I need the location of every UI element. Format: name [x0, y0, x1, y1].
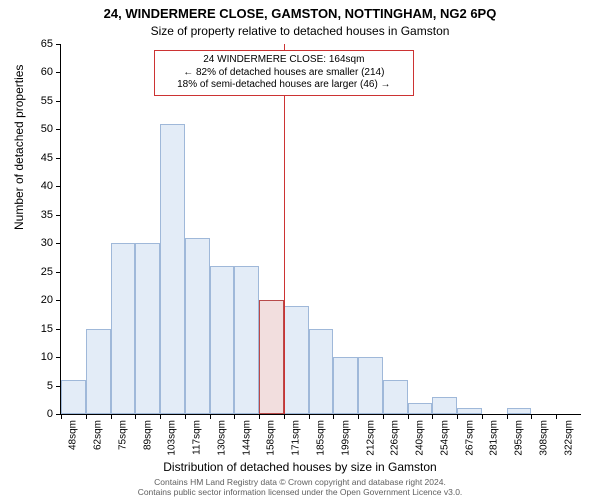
x-tick-label: 48sqm: [68, 420, 79, 450]
histogram-bar: [234, 266, 259, 414]
y-tick: [56, 243, 61, 244]
y-tick: [56, 158, 61, 159]
page-root: 24, WINDERMERE CLOSE, GAMSTON, NOTTINGHA…: [0, 0, 600, 500]
x-tick-label: 254sqm: [439, 420, 450, 456]
histogram-bar: [185, 238, 210, 414]
title-sub: Size of property relative to detached ho…: [0, 24, 600, 38]
x-tick: [234, 414, 235, 419]
histogram-bar: [408, 403, 433, 414]
plot-area: 0510152025303540455055606548sqm62sqm75sq…: [60, 44, 581, 415]
histogram-bar: [61, 380, 86, 414]
y-tick-label: 35: [41, 209, 53, 221]
x-tick-label: 322sqm: [563, 420, 574, 456]
histogram-bar: [210, 266, 235, 414]
histogram-bar: [358, 357, 383, 414]
y-tick: [56, 44, 61, 45]
y-tick: [56, 72, 61, 73]
y-tick-label: 5: [47, 380, 53, 392]
x-tick: [383, 414, 384, 419]
y-tick-label: 20: [41, 294, 53, 306]
histogram-bar: [309, 329, 334, 414]
x-tick: [432, 414, 433, 419]
histogram-bar: [135, 243, 160, 414]
x-tick: [160, 414, 161, 419]
x-tick-label: 117sqm: [192, 420, 203, 455]
x-axis-label: Distribution of detached houses by size …: [0, 460, 600, 474]
y-tick: [56, 357, 61, 358]
x-tick: [358, 414, 359, 419]
x-tick: [86, 414, 87, 419]
x-tick: [531, 414, 532, 419]
y-tick-label: 0: [47, 408, 53, 420]
x-tick-label: 89sqm: [142, 420, 153, 450]
marker-line: [284, 44, 285, 414]
x-tick: [259, 414, 260, 419]
x-tick-label: 295sqm: [514, 420, 525, 456]
x-tick-label: 281sqm: [489, 420, 500, 456]
y-tick: [56, 129, 61, 130]
x-tick: [284, 414, 285, 419]
histogram-bar: [457, 408, 482, 414]
x-tick: [111, 414, 112, 419]
title-main: 24, WINDERMERE CLOSE, GAMSTON, NOTTINGHA…: [0, 6, 600, 21]
y-tick-label: 30: [41, 237, 53, 249]
x-tick: [61, 414, 62, 419]
y-tick-label: 65: [41, 38, 53, 50]
y-tick-label: 45: [41, 152, 53, 164]
x-tick-label: 240sqm: [415, 420, 426, 456]
x-tick: [185, 414, 186, 419]
x-tick-label: 75sqm: [117, 420, 128, 450]
footer-line-2: Contains public sector information licen…: [0, 488, 600, 498]
histogram-bar-highlight: [259, 300, 284, 414]
x-tick: [135, 414, 136, 419]
x-tick: [408, 414, 409, 419]
histogram-bar: [111, 243, 136, 414]
y-tick-label: 15: [41, 323, 53, 335]
annotation-box: 24 WINDERMERE CLOSE: 164sqm ← 82% of det…: [154, 50, 414, 96]
x-tick-label: 158sqm: [266, 420, 277, 456]
x-tick: [210, 414, 211, 419]
x-tick-label: 171sqm: [291, 420, 302, 456]
histogram-bar: [86, 329, 111, 414]
y-tick-label: 10: [41, 351, 53, 363]
histogram-bar: [507, 408, 532, 414]
x-tick-label: 308sqm: [538, 420, 549, 456]
x-tick-label: 103sqm: [167, 420, 178, 456]
x-tick: [507, 414, 508, 419]
x-tick-label: 144sqm: [241, 420, 252, 456]
x-tick-label: 185sqm: [316, 420, 327, 456]
y-tick: [56, 272, 61, 273]
y-tick: [56, 101, 61, 102]
x-tick-label: 62sqm: [93, 420, 104, 450]
annotation-line-1: 24 WINDERMERE CLOSE: 164sqm: [161, 54, 407, 67]
annotation-line-2: ← 82% of detached houses are smaller (21…: [161, 67, 407, 80]
x-tick: [333, 414, 334, 419]
footer-attribution: Contains HM Land Registry data © Crown c…: [0, 478, 600, 498]
y-axis-label: Number of detached properties: [12, 65, 26, 230]
histogram-bar: [160, 124, 185, 414]
annotation-line-3: 18% of semi-detached houses are larger (…: [161, 79, 407, 92]
y-tick-label: 25: [41, 266, 53, 278]
x-tick: [457, 414, 458, 419]
y-tick: [56, 329, 61, 330]
x-tick: [309, 414, 310, 419]
x-tick-label: 267sqm: [464, 420, 475, 456]
y-tick-label: 50: [41, 123, 53, 135]
y-tick-label: 55: [41, 95, 53, 107]
x-tick-label: 226sqm: [390, 420, 401, 456]
histogram-bar: [284, 306, 309, 414]
histogram-bar: [333, 357, 358, 414]
y-tick: [56, 186, 61, 187]
histogram-bar: [383, 380, 408, 414]
x-tick-label: 212sqm: [365, 420, 376, 456]
x-tick-label: 130sqm: [216, 420, 227, 456]
y-tick: [56, 215, 61, 216]
histogram-bar: [432, 397, 457, 414]
x-tick: [482, 414, 483, 419]
y-tick-label: 40: [41, 180, 53, 192]
x-tick: [556, 414, 557, 419]
y-tick: [56, 300, 61, 301]
x-tick-label: 199sqm: [340, 420, 351, 456]
y-tick-label: 60: [41, 66, 53, 78]
